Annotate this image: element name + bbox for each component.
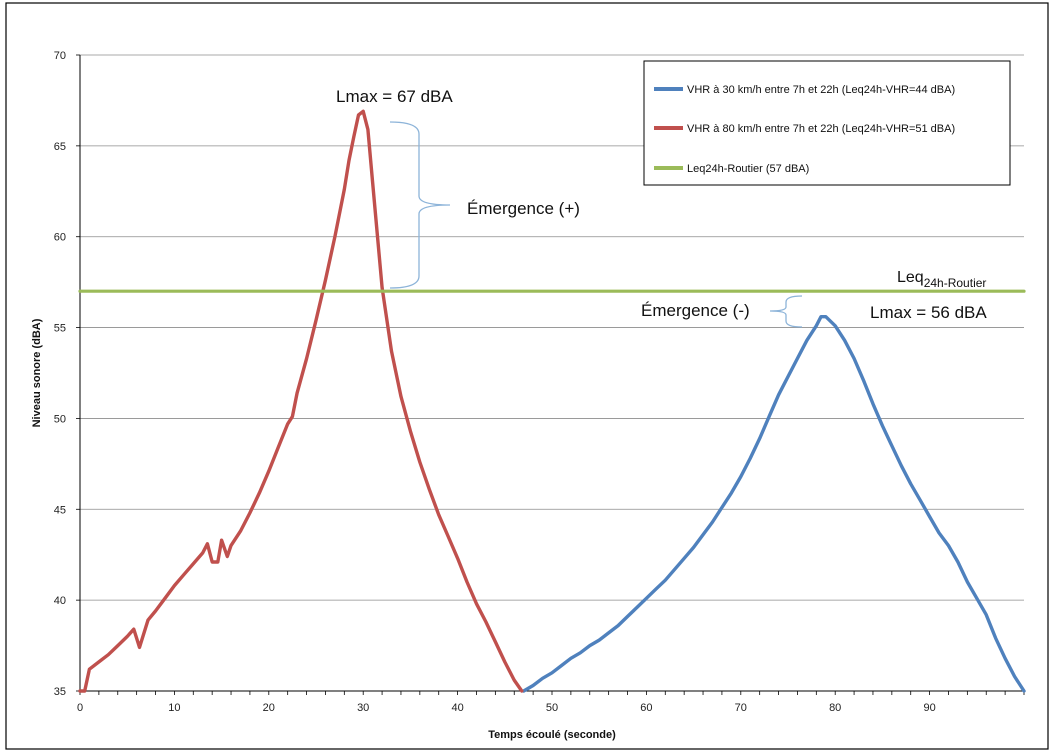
y-tick-label: 55 <box>54 323 66 335</box>
x-tick-label: 60 <box>640 702 652 714</box>
series-lines <box>78 109 1026 693</box>
x-tick-label: 50 <box>546 702 558 714</box>
x-tick-label: 80 <box>829 702 841 714</box>
annotation-lmax-56: Lmax = 56 dBA <box>870 303 987 322</box>
x-tick-label: 40 <box>451 702 463 714</box>
y-axis-title: Niveau sonore (dBA) <box>31 318 43 427</box>
y-tick-label: 45 <box>54 504 66 516</box>
tick-labels: 35 40 45 50 55 60 65 70 0 10 20 30 40 50 60 70 80 90 <box>54 50 936 714</box>
legend-label-leq: Leq24h-Routier (57 dBA) <box>687 163 809 175</box>
legend-label-vhr30: VHR à 30 km/h entre 7h et 22h (Leq24h-VH… <box>687 84 955 96</box>
brace-emergence-positive <box>389 121 451 289</box>
series-vhr-80 <box>78 109 524 693</box>
legend: VHR à 30 km/h entre 7h et 22h (Leq24h-VH… <box>643 60 1011 186</box>
brace-emergence-negative <box>769 295 803 328</box>
x-tick-label: 0 <box>77 702 83 714</box>
legend-label-vhr80: VHR à 80 km/h entre 7h et 22h (Leq24h-VH… <box>687 123 955 135</box>
annotation-leq-label: Leq24h-Routier <box>897 269 986 290</box>
axes <box>76 54 1025 695</box>
y-tick-label: 65 <box>54 141 66 153</box>
x-tick-label: 20 <box>263 702 275 714</box>
x-axis-title: Temps écoulé (seconde) <box>488 729 616 741</box>
x-tick-label: 90 <box>923 702 935 714</box>
y-tick-label: 70 <box>54 50 66 62</box>
annotation-emergence-positive: Émergence (+) <box>467 199 580 218</box>
x-tick-label: 10 <box>168 702 180 714</box>
annotation-emergence-negative: Émergence (-) <box>641 301 750 320</box>
x-tick-label: 30 <box>357 702 369 714</box>
x-tick-label: 70 <box>735 702 747 714</box>
y-tick-label: 35 <box>54 686 66 698</box>
y-tick-label: 60 <box>54 232 66 244</box>
legend-box <box>643 60 1011 186</box>
series-vhr-30 <box>522 315 1026 693</box>
y-tick-label: 40 <box>54 595 66 607</box>
annotation-lmax-67: Lmax = 67 dBA <box>336 87 453 106</box>
y-tick-label: 50 <box>54 413 66 425</box>
